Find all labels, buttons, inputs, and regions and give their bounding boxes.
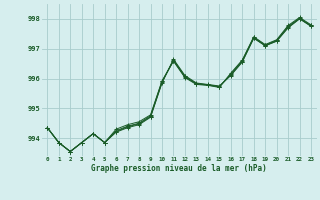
- X-axis label: Graphe pression niveau de la mer (hPa): Graphe pression niveau de la mer (hPa): [91, 164, 267, 173]
